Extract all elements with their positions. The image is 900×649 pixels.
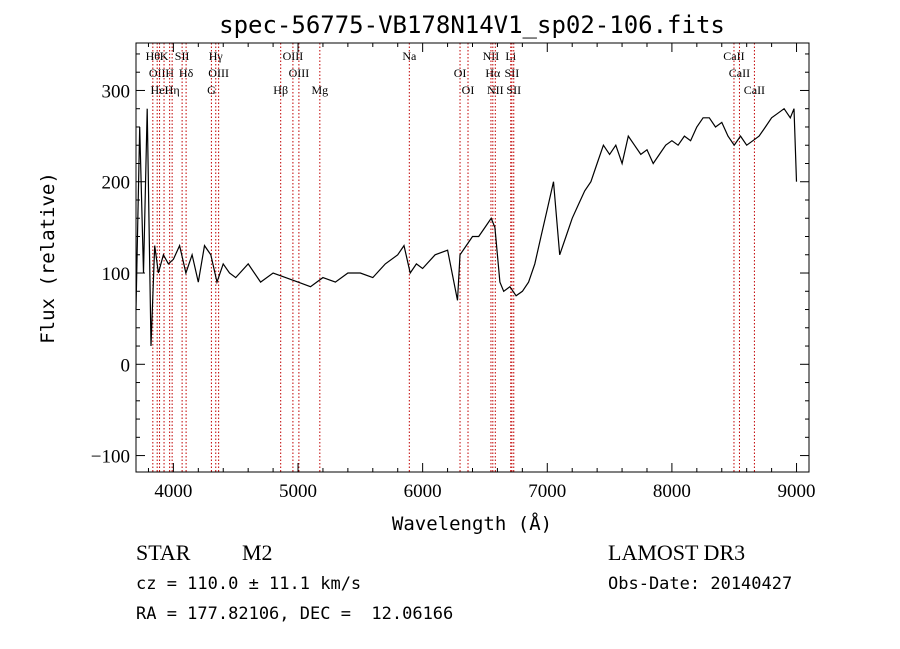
spectral-line-label: Hα [485,66,501,80]
spectral-line-label: NII [483,49,500,63]
x-tick-label: 4000 [154,481,192,502]
x-tick-label: 5000 [279,481,317,502]
observation-date: Obs-Date: 20140427 [608,574,793,594]
spectral-line-label: CaII [729,66,750,80]
object-class: STAR [136,540,191,565]
spectral-line-label: SII [175,49,190,63]
x-tick-label: 7000 [528,481,566,502]
spectral-line-label: Hθ [146,49,161,63]
spectrum-layer [135,107,798,347]
y-tick-label: 300 [102,81,131,102]
object-subclass: M2 [242,540,273,565]
axis-ticks: 4000 5000 6000 7000 8000 9000 −100 0 100 200 300 [91,43,816,502]
spectral-line-label: OIII [289,66,310,80]
survey-name: LAMOST DR3 [608,540,746,565]
spectral-line-label: NII [487,83,504,97]
spectral-line-label: K [160,49,169,63]
spectral-line-label: Hβ [273,83,288,97]
redshift-velocity: cz = 110.0 ± 11.1 km/s [136,574,362,594]
spectral-line-label: SII [506,83,521,97]
spectral-line-label: OI [454,66,467,80]
spectral-lines-layer: HθOIIHeIKHHηSIIHδGHγOIIIHβOIIIOIIIMgNaOI… [146,43,765,472]
y-axis-label: Flux (relative) [37,172,59,344]
spectral-line-label: G [207,83,216,97]
spectral-line-label: OII [149,66,166,80]
spectral-line-label: SII [505,66,520,80]
coordinates: RA = 177.82106, DEC = 12.06166 [136,604,454,624]
spectral-line-label: OI [462,83,475,97]
y-tick-label: 100 [102,264,131,285]
spectral-line-label: CaII [723,49,744,63]
spectrum-line [135,107,798,347]
y-tick-label: 200 [102,173,131,194]
spectral-line-label: Na [402,49,417,63]
y-tick-label: 0 [121,355,131,376]
spectral-line-label: Hδ [179,66,194,80]
spectral-line-label: Mg [311,83,328,97]
spectral-line-label: OIII [283,49,304,63]
spectral-line-label: Li [505,49,516,63]
spectral-line-label: H [165,66,174,80]
x-tick-label: 8000 [653,481,691,502]
x-tick-label: 6000 [404,481,442,502]
spectral-line-label: Hγ [209,49,224,63]
y-tick-label: −100 [91,447,130,468]
x-tick-label: 9000 [778,481,816,502]
x-axis-label: Wavelength (Å) [392,512,552,535]
spectral-line-label: OIII [208,66,229,80]
plot-frame [135,42,810,473]
spectral-line-label: CaII [744,83,765,97]
chart-title: spec-56775-VB178N14V1_sp02-106.fits [219,11,725,39]
spectral-line-label: Hη [165,83,180,97]
